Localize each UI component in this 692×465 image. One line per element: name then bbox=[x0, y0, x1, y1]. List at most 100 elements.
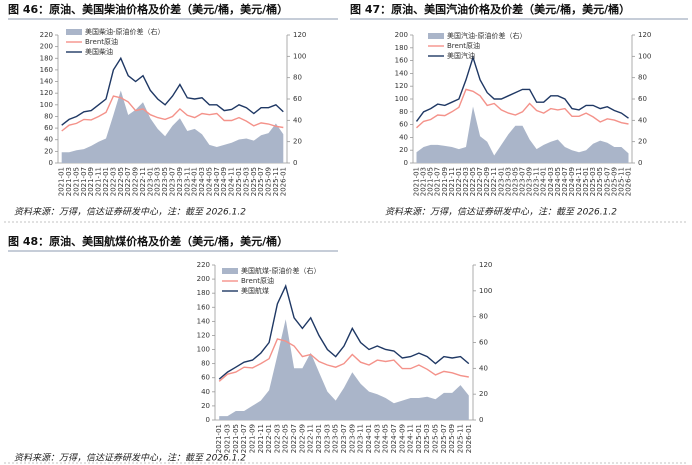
y2-tick-label: 40 bbox=[479, 364, 488, 372]
x-tick-label: 2023-09 bbox=[176, 167, 184, 196]
y-tick-label: 0 bbox=[206, 416, 210, 424]
x-tick-label: 2022-03 bbox=[273, 424, 281, 453]
y2-tick-label: 120 bbox=[638, 31, 651, 39]
y-tick-label: 180 bbox=[395, 44, 408, 52]
x-tick-label: 2025-07 bbox=[440, 424, 448, 453]
x-tick-label: 2023-05 bbox=[511, 167, 519, 196]
y-tick-label: 80 bbox=[399, 108, 408, 116]
x-tick-label: 2023-07 bbox=[340, 424, 348, 453]
x-tick-label: 2024-09 bbox=[568, 167, 576, 196]
x-tick-label: 2026-01 bbox=[465, 424, 473, 453]
y-tick-label: 200 bbox=[197, 275, 210, 283]
x-tick-label: 2023-07 bbox=[519, 167, 527, 196]
y2-tick-label: 80 bbox=[479, 313, 488, 321]
y-tick-label: 200 bbox=[395, 31, 408, 39]
legend-label: Brent原油 bbox=[85, 37, 118, 46]
y2-tick-label: 100 bbox=[293, 52, 306, 60]
legend-label: 美国柴油-原油价差（右） bbox=[85, 27, 165, 36]
source: 资料来源：万得，信达证券研发中心，注：截至 2026.1.2 bbox=[385, 207, 617, 218]
x-tick-label: 2025-01 bbox=[415, 424, 423, 453]
y-tick-label: 140 bbox=[40, 78, 53, 86]
spread-area bbox=[416, 106, 629, 163]
x-tick-label: 2021-05 bbox=[427, 167, 435, 196]
x-tick-label: 2024-05 bbox=[382, 424, 390, 453]
x-tick-label: 2022-07 bbox=[290, 424, 298, 453]
x-tick-label: 2025-01 bbox=[582, 167, 590, 196]
spread-area bbox=[219, 319, 469, 420]
legend-label: Brent原油 bbox=[447, 41, 480, 50]
legend-label: 美国航煤-原油价差（右） bbox=[241, 266, 321, 275]
y2-tick-label: 60 bbox=[638, 95, 647, 103]
x-tick-label: 2021-03 bbox=[65, 167, 73, 196]
y-tick-label: 60 bbox=[201, 374, 210, 382]
x-tick-label: 2024-09 bbox=[220, 167, 228, 196]
x-tick-label: 2025-03 bbox=[589, 167, 597, 196]
x-tick-label: 2022-11 bbox=[490, 167, 498, 196]
x-tick-label: 2024-11 bbox=[407, 424, 415, 453]
series-line bbox=[218, 338, 469, 382]
x-tick-label: 2024-11 bbox=[228, 167, 236, 196]
x-tick-label: 2022-09 bbox=[483, 167, 491, 196]
x-tick-label: 2025-09 bbox=[610, 167, 618, 196]
y-tick-label: 0 bbox=[49, 159, 53, 167]
y2-tick-label: 120 bbox=[479, 261, 492, 269]
x-tick-label: 2023-09 bbox=[348, 424, 356, 453]
x-tick-label: 2024-07 bbox=[213, 167, 221, 196]
y-tick-label: 160 bbox=[40, 66, 53, 74]
y-tick-label: 100 bbox=[40, 101, 53, 109]
x-tick-label: 2024-11 bbox=[575, 167, 583, 196]
x-tick-label: 2021-03 bbox=[223, 424, 231, 453]
x-tick-label: 2021-03 bbox=[420, 167, 428, 196]
x-tick-label: 2022-03 bbox=[462, 167, 470, 196]
y-tick-label: 120 bbox=[395, 82, 408, 90]
y2-tick-label: 0 bbox=[293, 159, 297, 167]
y-tick-label: 140 bbox=[197, 317, 210, 325]
legend-swatch bbox=[222, 268, 238, 274]
x-tick-label: 2024-03 bbox=[373, 424, 381, 453]
y2-tick-label: 20 bbox=[479, 390, 488, 398]
y2-tick-label: 40 bbox=[293, 116, 302, 124]
x-tick-label: 2024-01 bbox=[540, 167, 548, 196]
legend-label: 美国航煤 bbox=[241, 286, 269, 295]
y-tick-label: 220 bbox=[40, 31, 53, 39]
series-line bbox=[61, 95, 284, 132]
y-tick-label: 220 bbox=[197, 261, 210, 269]
legend-label: 美国柴油 bbox=[85, 47, 113, 56]
x-tick-label: 2023-07 bbox=[169, 167, 177, 196]
x-tick-label: 2023-11 bbox=[533, 167, 541, 196]
y-tick-label: 180 bbox=[40, 54, 53, 62]
x-tick-label: 2021-11 bbox=[95, 167, 103, 196]
x-tick-label: 2023-01 bbox=[315, 424, 323, 453]
x-tick-label: 2025-11 bbox=[272, 167, 280, 196]
x-tick-label: 2024-01 bbox=[365, 424, 373, 453]
y2-tick-label: 0 bbox=[638, 159, 642, 167]
y-tick-label: 0 bbox=[404, 159, 408, 167]
y-tick-label: 40 bbox=[44, 136, 53, 144]
x-tick-label: 2022-05 bbox=[117, 167, 125, 196]
y2-tick-label: 100 bbox=[479, 287, 492, 295]
y-tick-label: 40 bbox=[201, 388, 210, 396]
x-tick-label: 2024-09 bbox=[398, 424, 406, 453]
legend-label: 美国汽油 bbox=[447, 51, 475, 60]
x-tick-label: 2024-03 bbox=[198, 167, 206, 196]
y-tick-label: 160 bbox=[395, 57, 408, 65]
legend-swatch bbox=[66, 29, 82, 35]
title: 图 48：原油、美国航煤价格及价差（美元/桶，美元/桶） bbox=[8, 234, 288, 248]
x-tick-label: 2021-05 bbox=[72, 167, 80, 196]
x-tick-label: 2024-01 bbox=[191, 167, 199, 196]
legend-label: 美国汽油-原油价差（右） bbox=[447, 31, 527, 40]
x-tick-label: 2021-07 bbox=[240, 424, 248, 453]
y2-tick-label: 80 bbox=[638, 74, 647, 82]
x-tick-label: 2023-01 bbox=[146, 167, 154, 196]
x-tick-label: 2024-03 bbox=[547, 167, 555, 196]
x-tick-label: 2025-11 bbox=[457, 424, 465, 453]
x-tick-label: 2022-05 bbox=[282, 424, 290, 453]
y-tick-label: 100 bbox=[197, 346, 210, 354]
x-tick-label: 2022-01 bbox=[455, 167, 463, 196]
y-tick-label: 180 bbox=[197, 289, 210, 297]
x-tick-label: 2025-03 bbox=[242, 167, 250, 196]
x-tick-label: 2024-05 bbox=[554, 167, 562, 196]
y-tick-label: 20 bbox=[399, 146, 408, 154]
x-tick-label: 2024-05 bbox=[205, 167, 213, 196]
